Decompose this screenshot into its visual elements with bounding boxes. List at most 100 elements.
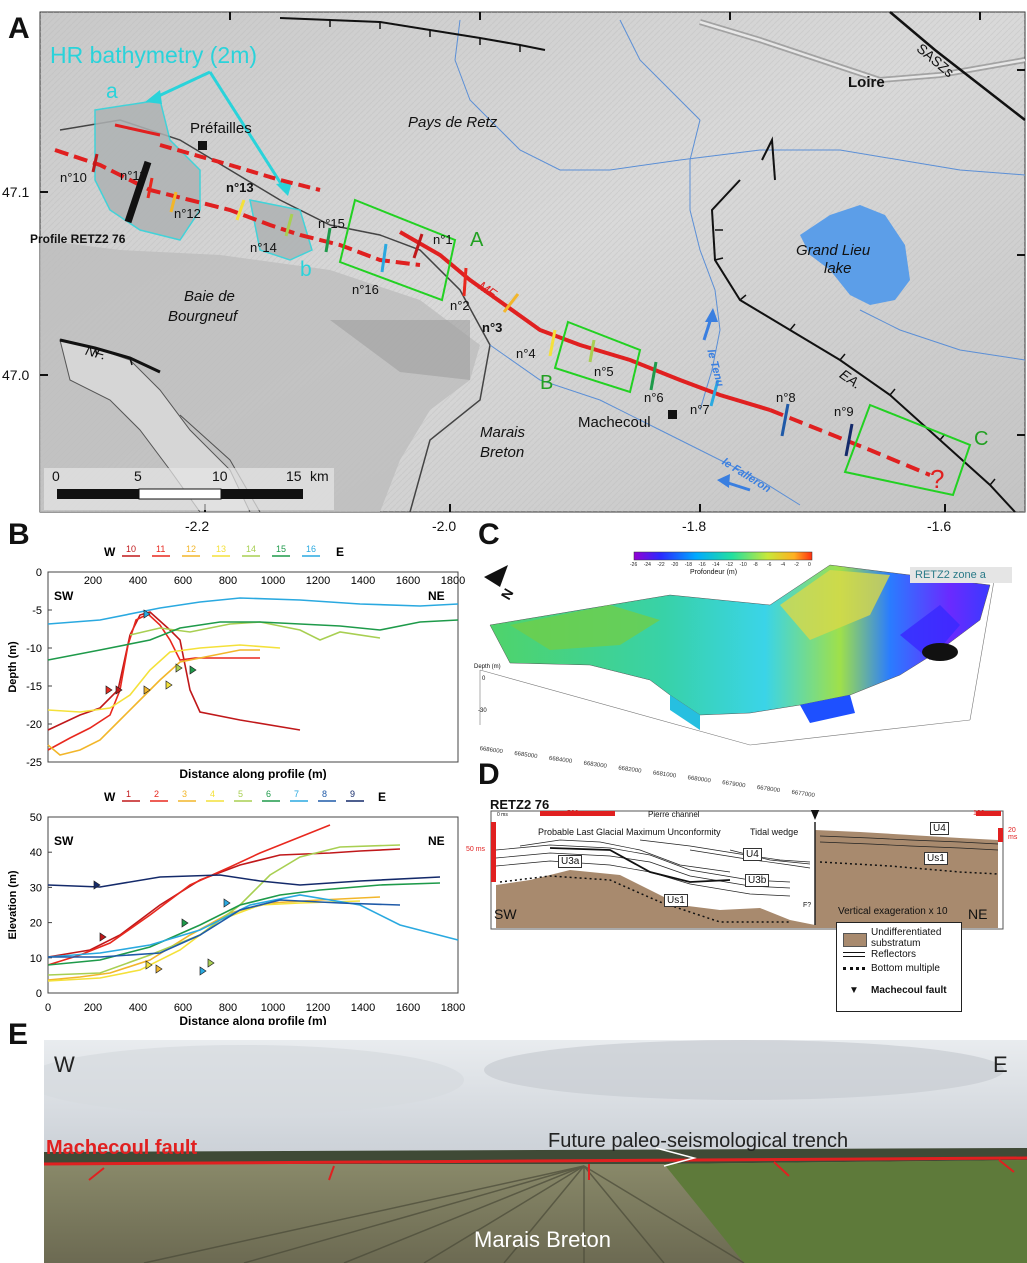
profile-marker bbox=[143, 685, 151, 695]
machecoul-fault-main bbox=[399, 230, 771, 412]
x-tick-label: 0 bbox=[45, 1002, 51, 1014]
vert-exag: Vertical exageration x 10 bbox=[838, 906, 948, 917]
lat-tick: 47.0 bbox=[2, 367, 30, 383]
plot-area bbox=[47, 571, 459, 763]
site-label: n°11 bbox=[120, 168, 146, 183]
easting-tick: 6677000 bbox=[791, 789, 816, 800]
x-tick-label: 1800 bbox=[441, 1002, 465, 1014]
y-axis-label: Depth (m) bbox=[7, 641, 19, 693]
unit-label: Us1 bbox=[664, 894, 688, 907]
zone-label: RETZ2 zone a bbox=[915, 569, 986, 581]
y-tick-label: -10 bbox=[26, 643, 42, 655]
colorbar-tick: -18 bbox=[684, 562, 692, 568]
x-tick-label: 1200 bbox=[306, 575, 330, 587]
profile-marker bbox=[155, 964, 163, 974]
scale-100: 100m bbox=[973, 810, 991, 817]
question-mark: ? bbox=[930, 464, 945, 494]
legend-entry: 11 bbox=[156, 544, 165, 554]
pays-de-retz-label: Pays de Retz bbox=[408, 114, 498, 131]
legend-entry: 5 bbox=[238, 789, 243, 799]
tidal-label: Tidal wedge bbox=[750, 827, 799, 837]
box-a-label: A bbox=[470, 229, 484, 251]
baie-label-2: Bourgneuf bbox=[168, 308, 238, 325]
y-tick-label: -15 bbox=[26, 681, 42, 693]
y-tick-label: 40 bbox=[30, 847, 42, 859]
legend-entry: 12 bbox=[186, 544, 196, 554]
field-photo-drawing bbox=[44, 1040, 1027, 1263]
series-line bbox=[47, 597, 459, 625]
ne-label: NE bbox=[968, 906, 988, 922]
x-tick-label: 1400 bbox=[351, 1002, 375, 1014]
box-b-label: B bbox=[540, 372, 554, 394]
site-label: n°10 bbox=[60, 170, 87, 185]
unit-label: U3a bbox=[558, 855, 583, 868]
profile-marker bbox=[199, 966, 207, 976]
nf-fault bbox=[59, 338, 161, 374]
ea-fault-north bbox=[761, 136, 776, 181]
colorbar-tick: -6 bbox=[766, 562, 772, 568]
prefailles-label: Préfailles bbox=[190, 120, 252, 137]
profile-marker bbox=[145, 960, 153, 970]
pierre-channel: Pierre channel bbox=[648, 810, 700, 819]
fault-small-segment bbox=[114, 123, 161, 137]
legend-line-1 bbox=[843, 952, 865, 953]
ms20: 20 ms bbox=[1008, 827, 1018, 841]
panel-letter-e: E bbox=[8, 1018, 29, 1051]
legend-entry: 16 bbox=[306, 544, 316, 554]
coastline bbox=[59, 119, 491, 513]
series-line bbox=[47, 613, 260, 751]
easting-tick: 6678000 bbox=[756, 784, 781, 795]
depth-tick: 0 bbox=[482, 676, 486, 682]
zone-b-label: b bbox=[300, 258, 312, 281]
unit-label: Us1 bbox=[924, 852, 948, 865]
series-line bbox=[47, 848, 401, 958]
lgm-label: Probable Last Glacial Maximum Unconformi… bbox=[538, 827, 721, 837]
marais-breton-label: Marais Breton bbox=[474, 1227, 611, 1252]
lon-tick: -1.6 bbox=[927, 518, 952, 534]
y-tick-label: 0 bbox=[36, 567, 42, 579]
y-tick-label: -20 bbox=[26, 719, 42, 731]
y-tick-label: 30 bbox=[30, 882, 42, 894]
colorbar-tick: -12 bbox=[725, 562, 734, 568]
site-label: n°16 bbox=[352, 282, 379, 297]
river-2 bbox=[489, 344, 801, 506]
series-line bbox=[47, 649, 260, 756]
legend-entry: 9 bbox=[350, 789, 355, 799]
lon-tick: -1.8 bbox=[682, 518, 707, 534]
legend-e: E bbox=[378, 790, 386, 804]
legend-line-2 bbox=[843, 956, 865, 957]
profile-marker bbox=[115, 685, 123, 695]
marais-label-2: Breton bbox=[480, 444, 525, 461]
legend-entry: 2 bbox=[154, 789, 159, 799]
scale-tick: 5 bbox=[134, 468, 142, 484]
river-3 bbox=[859, 309, 1026, 361]
profile-legend: Undifferentiated substratum Reflectors B… bbox=[836, 922, 962, 1012]
colorbar-tick: -26 bbox=[630, 562, 638, 568]
colorbar-tick: -22 bbox=[657, 562, 665, 568]
unit-label: U3b bbox=[745, 874, 770, 887]
ea-fault-ticks bbox=[714, 229, 996, 486]
ms0: 0 ms bbox=[497, 812, 508, 818]
scale-500: 500m bbox=[567, 810, 585, 817]
hr-arrow-b bbox=[208, 71, 287, 191]
panel-letter-c: C bbox=[478, 518, 500, 551]
site-label: n°5 bbox=[594, 364, 614, 379]
y-tick-label: 10 bbox=[30, 953, 42, 965]
study-boxes bbox=[338, 198, 972, 497]
profile-marker bbox=[105, 685, 113, 695]
legend-entry: 14 bbox=[246, 544, 256, 554]
series-line bbox=[47, 644, 281, 713]
legend-entry: 4 bbox=[210, 789, 215, 799]
y-tick-label: 50 bbox=[30, 812, 42, 824]
series-line bbox=[48, 899, 401, 958]
elevation-chart: W 1 2 3 4 5 6 7 8 9 E0 200 400 600 800 1000 1200 1400 1600… bbox=[7, 789, 465, 1025]
river-tenu bbox=[689, 119, 721, 411]
panel-letter-d: D bbox=[478, 758, 500, 791]
lon-tick: -2.2 bbox=[185, 518, 210, 534]
profile-title: RETZ2 76 bbox=[490, 797, 550, 812]
ms50: 50 ms bbox=[466, 846, 486, 853]
machecoul-fault-west bbox=[54, 148, 421, 267]
legend-entry: 6 bbox=[266, 789, 271, 799]
ne-label: NE bbox=[428, 589, 445, 603]
site-label: n°3 bbox=[482, 320, 503, 335]
